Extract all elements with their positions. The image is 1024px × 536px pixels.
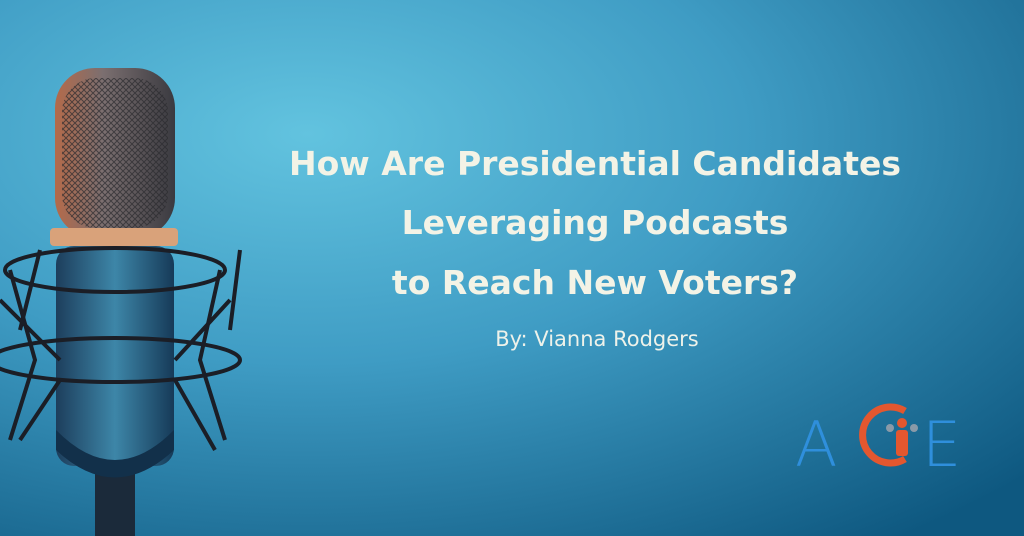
- title-line: to Reach New Voters?: [392, 263, 798, 302]
- logo-letter: A: [795, 408, 837, 481]
- microphone: [0, 68, 242, 536]
- logo: A E: [795, 403, 961, 481]
- byline: By: Vianna Rodgers: [495, 327, 698, 351]
- title-line: Leveraging Podcasts: [402, 203, 789, 242]
- logo-c: [859, 403, 907, 467]
- logo-letter: E: [922, 408, 961, 481]
- title-line: How Are Presidential Candidates: [289, 144, 901, 183]
